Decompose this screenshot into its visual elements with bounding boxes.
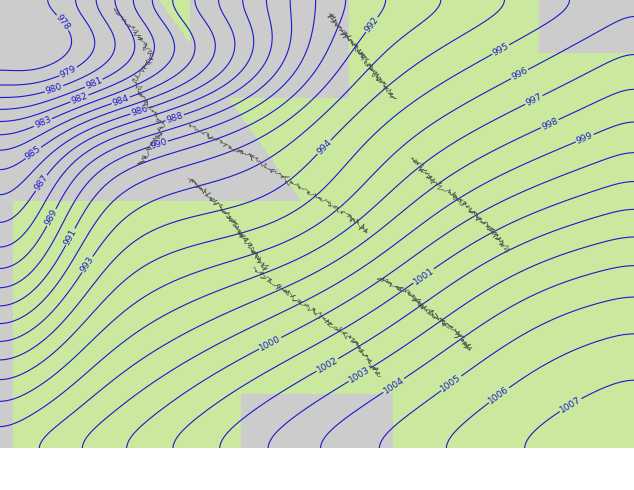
Text: 992: 992 [363, 15, 380, 34]
Text: 986: 986 [130, 104, 149, 118]
Text: 980: 980 [44, 82, 63, 96]
Text: 1002: 1002 [315, 355, 339, 374]
Text: Surface pressure [hPa] ICON: Surface pressure [hPa] ICON [6, 461, 209, 474]
Text: 991: 991 [62, 227, 79, 246]
Text: 981: 981 [84, 75, 103, 91]
Text: 989: 989 [43, 208, 60, 227]
Text: 993: 993 [79, 255, 96, 274]
Text: 984: 984 [111, 93, 131, 107]
Text: 999: 999 [575, 131, 595, 146]
Text: 1003: 1003 [347, 365, 372, 385]
Text: 1007: 1007 [559, 395, 583, 415]
Text: 1001: 1001 [411, 266, 436, 286]
Text: 983: 983 [33, 115, 53, 130]
Text: 987: 987 [32, 173, 50, 193]
Text: 990: 990 [149, 137, 168, 151]
Text: 985: 985 [23, 144, 43, 162]
Text: 995: 995 [491, 41, 510, 58]
Text: 996: 996 [510, 66, 529, 82]
Text: 1005: 1005 [439, 373, 463, 394]
Text: 994: 994 [315, 138, 333, 156]
Text: 979: 979 [58, 64, 78, 79]
Text: ©weatheronline.co.uk: ©weatheronline.co.uk [503, 477, 628, 487]
Text: 1006: 1006 [487, 385, 511, 406]
Text: 998: 998 [540, 116, 559, 131]
Text: 978: 978 [54, 13, 72, 32]
Text: 1004: 1004 [382, 375, 406, 395]
Text: 982: 982 [70, 91, 89, 106]
Text: Fr 27-09-2024 06:00 UTC (06+96): Fr 27-09-2024 06:00 UTC (06+96) [395, 454, 628, 467]
Text: 988: 988 [165, 111, 184, 125]
Text: 1000: 1000 [258, 334, 282, 353]
Text: 997: 997 [524, 92, 543, 108]
